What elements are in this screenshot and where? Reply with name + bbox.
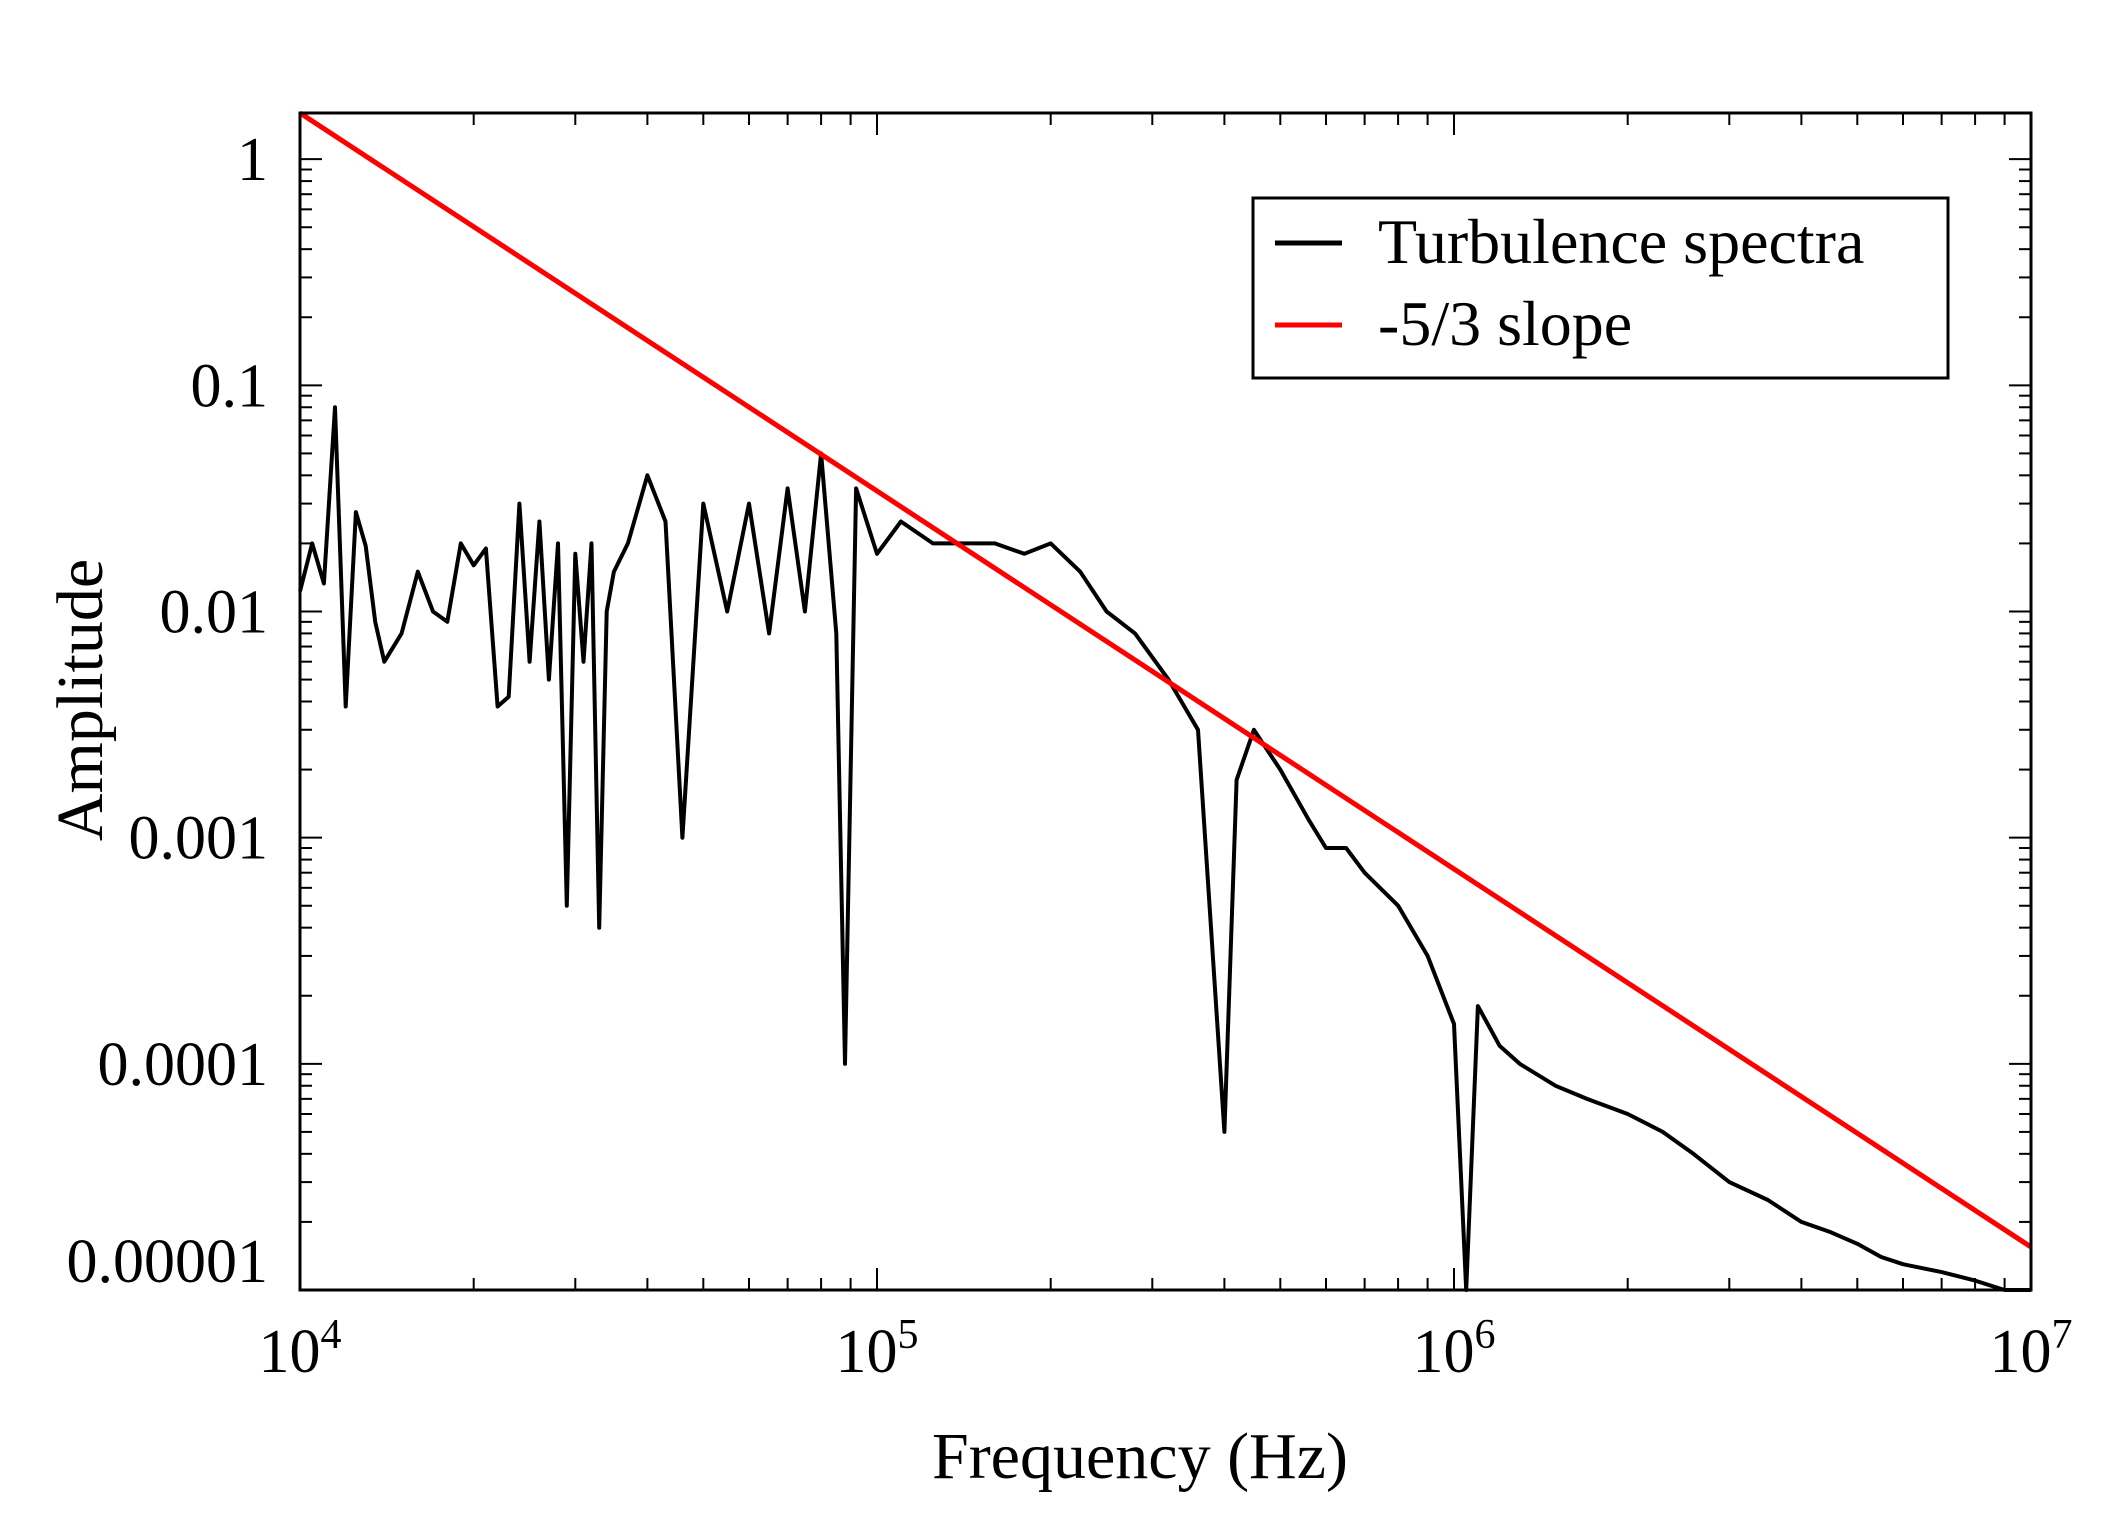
series-layer [298, 110, 2033, 1292]
plot-frame [298, 111, 2033, 1292]
x-tick-label: 104 [259, 1312, 342, 1386]
x-tick-label: 105 [836, 1312, 919, 1386]
y-tick-label: 0.1 [191, 352, 269, 420]
legend-label-turbulence: Turbulence spectra [1378, 206, 1864, 277]
slope-line [298, 110, 2033, 1250]
tick-labels: 104 105 106 107 1 0.1 0.01 0.001 0.0001 0.00001 [67, 126, 2073, 1386]
legend-box [1251, 196, 1950, 380]
y-tick-label: 0.001 [129, 805, 269, 873]
legend: Turbulence spectra -5/3 slope [1251, 196, 1950, 380]
y-axis-label: Amplitude [44, 559, 117, 841]
legend-label-slope: -5/3 slope [1378, 288, 1632, 359]
y-tick-label: 0.0001 [98, 1031, 269, 1099]
y-tick-label: 0.01 [160, 578, 269, 646]
y-tick-label: 0.00001 [67, 1228, 269, 1296]
x-tick-label: 106 [1413, 1312, 1496, 1386]
ticks-layer [299, 113, 2031, 1291]
turbulence-spectra-line [298, 405, 2031, 1292]
x-axis-label: Frequency (Hz) [932, 1420, 1348, 1493]
y-tick-label: 1 [237, 126, 268, 194]
x-tick-label: 107 [1990, 1312, 2073, 1386]
